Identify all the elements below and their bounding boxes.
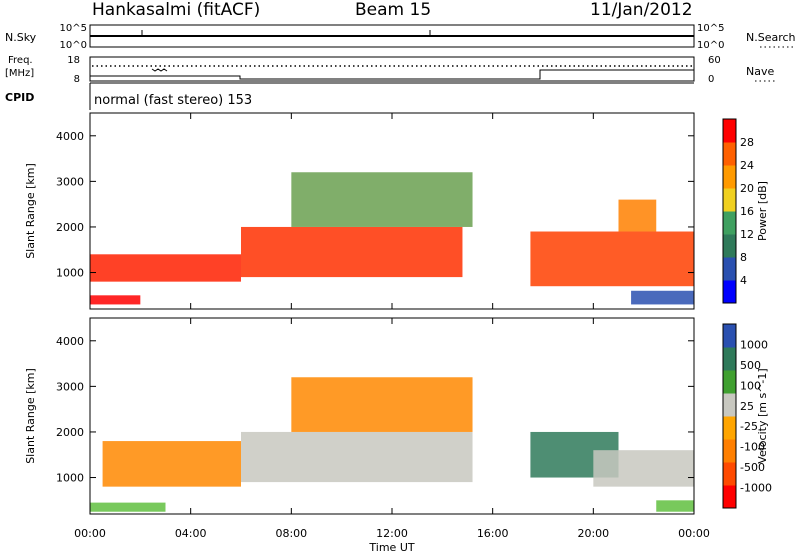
echo-region-1 — [90, 254, 241, 282]
echo-region-4 — [90, 295, 141, 305]
echo-region-2 — [241, 431, 473, 483]
colorbar-segment — [723, 416, 736, 440]
x-tick-label: 04:00 — [175, 527, 207, 540]
y-axis-label: Slant Range [km] — [24, 368, 37, 464]
echo-region-3 — [291, 172, 473, 227]
freq-tick-top: 18 — [67, 55, 80, 66]
nsky-tick-top: 10^5 — [60, 23, 87, 34]
freq-unit: [MHz] — [5, 68, 34, 79]
colorbar-frame — [722, 323, 737, 509]
colorbar-segment — [723, 324, 736, 348]
colorbar-tick-label: 1000 — [740, 338, 768, 351]
echo-region-6 — [618, 199, 657, 232]
x-tick-label: 08:00 — [275, 527, 307, 540]
y-tick-label: 3000 — [56, 175, 84, 188]
y-tick-label: 4000 — [56, 335, 84, 348]
y-tick-label: 1000 — [56, 267, 84, 280]
colorbar-tick-label: 24 — [740, 159, 754, 172]
colorbar-segment — [723, 393, 736, 417]
echo-region-6 — [90, 502, 166, 512]
y-tick-label: 1000 — [56, 472, 84, 485]
beam-title: Beam 15 — [355, 0, 432, 20]
nsearch-tick-top: 10^5 — [697, 23, 724, 34]
x-tick-label: 00:00 — [678, 527, 710, 540]
echo-region-7 — [631, 290, 694, 305]
colorbar-tick-label: 500 — [740, 359, 761, 372]
colorbar-segment — [723, 188, 736, 212]
nsky-tick-bottom: 10^0 — [60, 40, 87, 51]
colorbar-tick-label: 100 — [740, 379, 761, 392]
cpid-label: CPID — [5, 91, 34, 104]
colorbar-tick-label: -500 — [740, 461, 765, 474]
echo-region-5 — [530, 231, 694, 287]
date-title: 11/Jan/2012 — [590, 0, 693, 20]
freq-tick-bottom: 8 — [74, 74, 80, 85]
station-title: Hankasalmi (fitACF) — [92, 0, 261, 20]
colorbar-segment — [723, 211, 736, 235]
colorbar-tick-label: -1000 — [740, 482, 772, 495]
velocity-panel: 1000 2000 3000 4000 00:00 04:00 08:00 12:00 16:0… — [24, 317, 772, 554]
colorbar-tick-label: 12 — [740, 228, 754, 241]
y-tick-label: 2000 — [56, 426, 84, 439]
colorbar-segment — [723, 257, 736, 281]
cpid-value: normal (fast stereo) 153 — [94, 93, 252, 108]
echo-region-2 — [241, 226, 463, 278]
colorbar-segment — [723, 439, 736, 463]
echo-region-5 — [593, 450, 694, 487]
nsearch-label: N.Search — [746, 31, 796, 44]
colorbar-tick-label: 20 — [740, 182, 754, 195]
colorbar-segment — [723, 280, 736, 304]
nsky-panel — [89, 24, 695, 48]
freq-label: Freq. — [8, 55, 33, 66]
x-tick-label: 16:00 — [477, 527, 509, 540]
freq-wiggle — [151, 68, 168, 72]
colorbar-tick-label: -100 — [740, 441, 765, 454]
x-tick-label: 20:00 — [577, 527, 609, 540]
y-tick-label: 3000 — [56, 380, 84, 393]
colorbar-segment — [723, 370, 736, 394]
y-tick-label: 4000 — [56, 130, 84, 143]
colorbar-segment — [723, 142, 736, 166]
echo-region-1 — [102, 441, 241, 487]
x-tick-label: 12:00 — [376, 527, 408, 540]
echo-region-3 — [291, 377, 473, 432]
colorbar-segment — [723, 462, 736, 486]
nave-tick-bottom: 0 — [708, 74, 714, 85]
freq-panel — [89, 56, 695, 82]
colorbar-segment — [723, 119, 736, 143]
x-axis-label: Time UT — [368, 541, 414, 554]
x-tick-label: 00:00 — [74, 527, 106, 540]
y-tick-label: 2000 — [56, 221, 84, 234]
nsearch-tick-bottom: 10^0 — [697, 40, 724, 51]
colorbar-segment — [723, 347, 736, 371]
power-panel: 1000 2000 3000 4000 Slant Range [km] 28 24 20 16… — [24, 112, 769, 310]
echo-region-7 — [656, 500, 694, 512]
colorbar-tick-label: 28 — [740, 136, 754, 149]
colorbar-label: Power [dB] — [756, 181, 769, 241]
nave-label: Nave — [746, 65, 774, 78]
colorbar-tick-label: -25 — [740, 420, 758, 433]
colorbar-segment — [723, 485, 736, 509]
nave-tick-top: 60 — [708, 55, 721, 66]
colorbar-tick-label: 16 — [740, 205, 754, 218]
colorbar-segment — [723, 234, 736, 258]
y-axis-label: Slant Range [km] — [24, 163, 37, 259]
colorbar-frame — [722, 118, 737, 304]
colorbar-tick-label: 4 — [740, 274, 747, 287]
colorbar-label: Velocity [m s^-1] — [756, 368, 769, 463]
colorbar-tick-label: 8 — [740, 251, 747, 264]
colorbar-segment — [723, 165, 736, 189]
nsky-label: N.Sky — [5, 31, 37, 44]
nave-line — [90, 69, 694, 80]
colorbar-tick-label: 25 — [740, 400, 754, 413]
